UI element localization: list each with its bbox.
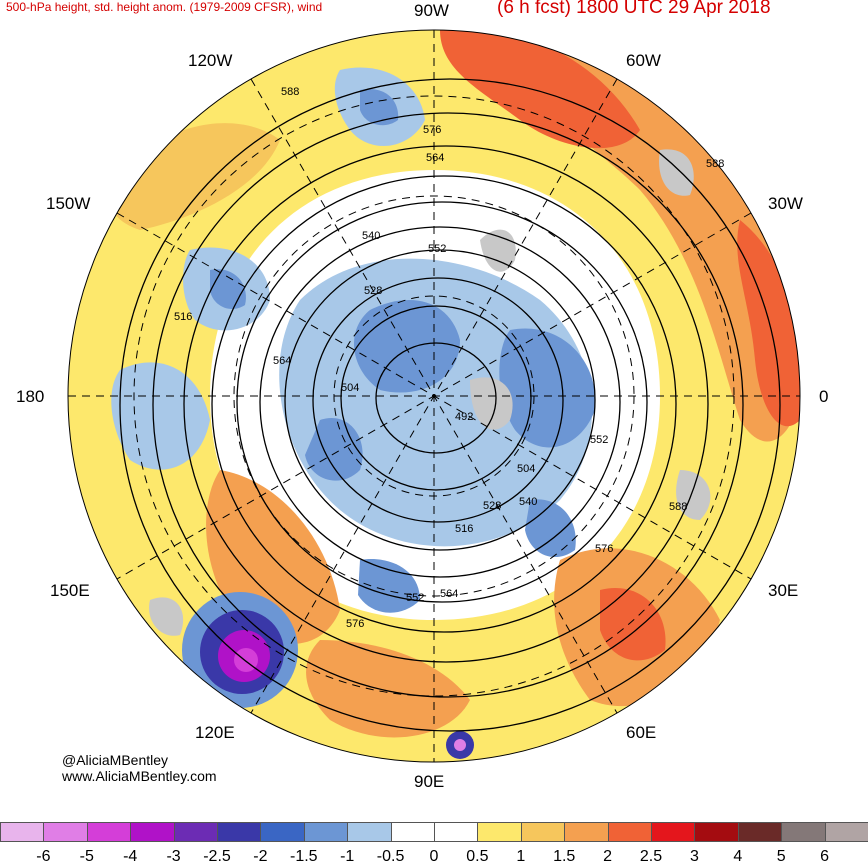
lon-label-60e: 60E <box>626 723 657 742</box>
colorbar-swatch <box>86 822 132 842</box>
warm-anomaly-greenland <box>440 30 640 149</box>
contour-label: 588 <box>669 501 687 513</box>
lon-label-120e: 120E <box>195 723 235 742</box>
colorbar-tick-label: -5 <box>79 848 94 865</box>
colorbar-tick-label: 1 <box>516 848 526 865</box>
lon-label-120w: 120W <box>188 51 233 70</box>
contour-label: 540 <box>519 496 537 508</box>
colorbar-swatch <box>781 822 826 842</box>
contour-label: 504 <box>517 463 535 475</box>
contour-label: 552 <box>590 434 608 446</box>
colorbar-tick-label: -3 <box>166 848 181 865</box>
colorbar-tick-label: -6 <box>36 848 51 865</box>
cold-anomaly-small-core <box>454 739 466 751</box>
lon-label-90w: 90W <box>414 1 449 20</box>
colorbar-swatch <box>130 822 175 842</box>
contour-label: 576 <box>346 618 364 630</box>
contour-label: 528 <box>483 500 501 512</box>
colorbar-swatch <box>737 822 783 842</box>
lon-label-30w: 30W <box>768 194 803 213</box>
contour-label: 564 <box>273 355 291 367</box>
contour-label: 552 <box>406 592 424 604</box>
colorbar-swatch <box>347 822 392 842</box>
warm-anomaly-asia-core <box>600 588 666 661</box>
colorbar-tick-label: -2.5 <box>203 848 231 865</box>
contour-label: 552 <box>428 243 446 255</box>
colorbar-swatch <box>260 822 305 842</box>
colorbar-swatch <box>43 822 88 842</box>
colorbar-tick-label: 6 <box>820 848 830 865</box>
cold-anomaly-asia-e <box>525 499 576 558</box>
colorbar-swatch <box>477 822 522 842</box>
colorbar-tick-label: 5 <box>776 848 786 865</box>
cold-anomaly-alaska-core <box>210 269 246 310</box>
colorbar-swatch <box>607 822 652 842</box>
colorbar-tick-label: -2 <box>253 848 268 865</box>
contour-label: 588 <box>706 158 724 170</box>
lon-label-180: 180 <box>16 387 45 406</box>
land-patch-3 <box>149 597 184 636</box>
credit-author: @AliciaMBentley <box>62 752 169 768</box>
colorbar-swatch <box>434 822 479 842</box>
polar-stereographic-map: 588 576 564 552 540 528 516 504 492 564 … <box>67 29 801 763</box>
colorbar-tick-label: 1.5 <box>553 848 576 865</box>
cold-anomaly-pacific-w <box>111 362 210 470</box>
colorbar-tick-label: -0.5 <box>376 848 405 865</box>
contour-label: 564 <box>440 588 458 600</box>
colorbar-tick-label: 2 <box>603 848 613 865</box>
contour-label: 540 <box>362 230 380 242</box>
cold-anomaly-canada-core <box>360 89 399 126</box>
colorbar-tick-label: 2.5 <box>639 848 663 865</box>
lon-label-0: 0 <box>819 387 829 406</box>
land-patch-2 <box>659 149 694 196</box>
contour-label: 564 <box>426 152 444 164</box>
land-asia-patch <box>676 470 711 520</box>
warm-anomaly-siberia <box>306 640 470 738</box>
colorbar-swatch <box>390 822 435 842</box>
cold-anomaly-europe <box>499 328 596 448</box>
height-contours <box>119 78 781 732</box>
colorbar-tick-label: 4 <box>733 848 743 865</box>
colorbar-swatch <box>651 822 696 842</box>
contour-label: 576 <box>423 124 441 136</box>
lon-label-30e: 30E <box>768 581 799 600</box>
contour-label: 528 <box>364 285 382 297</box>
contour-label: 576 <box>595 543 613 555</box>
colorbar-swatch <box>173 822 218 842</box>
colorbar-tick-label: -1 <box>340 848 355 865</box>
colorbar-tick-label: 3 <box>689 848 699 865</box>
colorbar-tick-label: -4 <box>123 848 138 865</box>
colorbar-swatch <box>824 822 868 842</box>
contour-value-labels: 588 576 564 552 540 528 516 504 492 564 … <box>174 86 724 630</box>
colorbar-swatch <box>303 822 349 842</box>
colorbar: -6 -5 -4 -3 -2.5 -2 -1.5 -1 -0.5 0 0.5 1 1.5 2 2.5 3 4 5 6 <box>0 822 868 865</box>
colorbar-tick-label: -1.5 <box>290 848 318 865</box>
colorbar-swatch <box>564 822 609 842</box>
colorbar-swatch <box>520 822 566 842</box>
map-title: 500-hPa height, std. height anom. (1979-… <box>6 0 323 14</box>
contour-label: 588 <box>281 86 299 98</box>
colorbar-swatch <box>694 822 739 842</box>
colorbar-swatch <box>0 822 45 842</box>
lon-label-150e: 150E <box>50 581 90 600</box>
lon-label-60w: 60W <box>626 51 661 70</box>
credit-block: @AliciaMBentley www.AliciaMBentley.com <box>62 752 217 784</box>
lon-label-150w: 150W <box>46 194 91 213</box>
colorbar-tick-label: 0.5 <box>466 848 489 865</box>
graticule <box>68 30 800 762</box>
colorbar-swatch <box>217 822 262 842</box>
colorbar-tick-label: 0 <box>429 848 439 865</box>
contour-label: 504 <box>341 382 359 394</box>
forecast-time-title: (6 h fcst) 1800 UTC 29 Apr 2018 <box>497 0 771 18</box>
contour-label: 492 <box>455 411 473 423</box>
contour-label: 516 <box>174 311 192 323</box>
land-arctic-islands <box>470 377 513 430</box>
contour-label: 516 <box>455 523 473 535</box>
lon-label-90e: 90E <box>414 772 445 791</box>
credit-website: www.AliciaMBentley.com <box>62 768 217 784</box>
